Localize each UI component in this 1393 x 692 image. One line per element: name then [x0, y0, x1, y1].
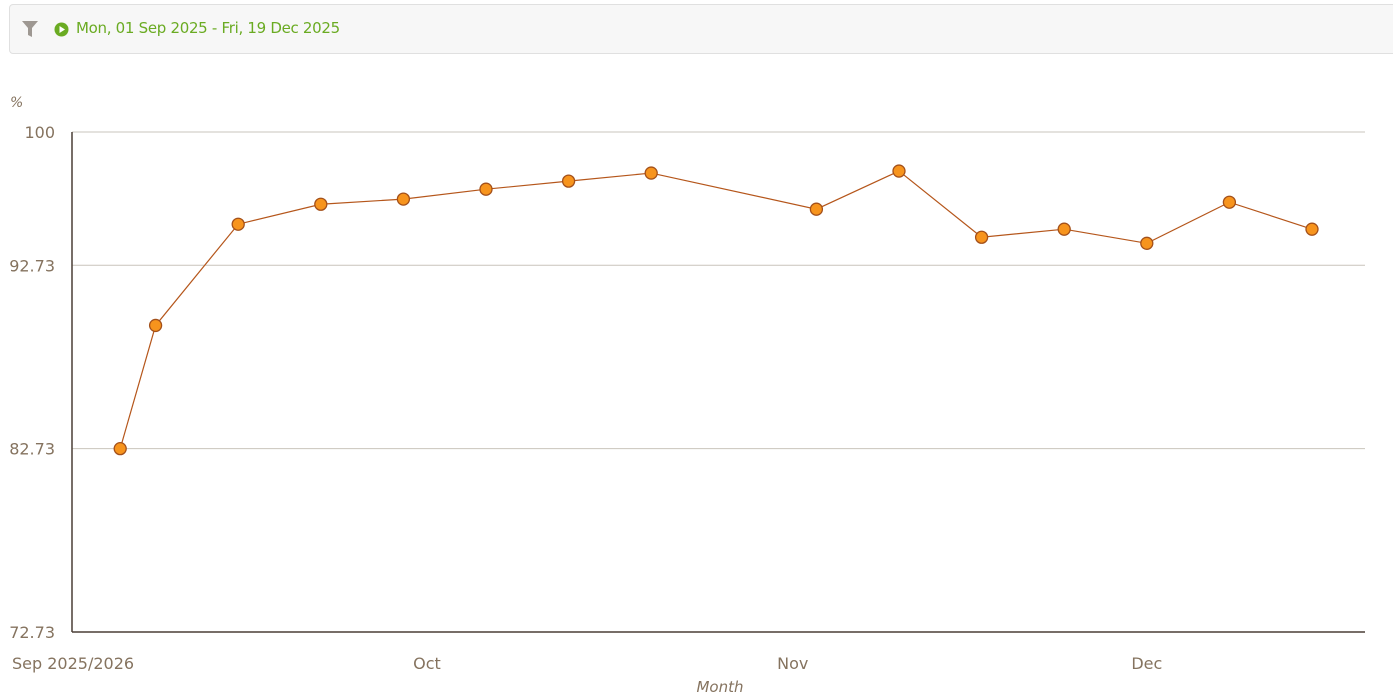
series-line — [119, 170, 1313, 449]
x-tick-label: Nov — [777, 654, 808, 673]
data-point[interactable] — [231, 217, 245, 231]
data-point[interactable] — [644, 166, 658, 180]
data-point[interactable] — [113, 441, 127, 456]
data-point[interactable] — [892, 164, 906, 178]
data-point[interactable] — [1057, 222, 1071, 236]
x-tick-label: Dec — [1131, 654, 1162, 673]
data-point[interactable] — [479, 182, 493, 196]
data-point[interactable] — [1140, 236, 1154, 250]
date-range-label[interactable]: Mon, 01 Sep 2025 - Fri, 19 Dec 2025 — [76, 19, 340, 37]
x-axis-label: Month — [696, 678, 743, 692]
play-circle-icon[interactable] — [54, 22, 69, 37]
data-point[interactable] — [809, 202, 824, 216]
x-tick-label: Oct — [413, 654, 441, 673]
data-point[interactable] — [148, 318, 163, 333]
data-point[interactable] — [314, 197, 328, 211]
data-point[interactable] — [561, 174, 576, 188]
y-tick-label: 92.73 — [9, 256, 55, 275]
x-tick-label: Sep 2025/2026 — [12, 654, 134, 673]
filter-bar: Mon, 01 Sep 2025 - Fri, 19 Dec 2025 — [9, 4, 1393, 54]
y-tick-label: 72.73 — [9, 623, 55, 642]
filter-icon[interactable] — [21, 20, 39, 38]
data-point[interactable] — [396, 192, 411, 206]
y-tick-label: 100 — [24, 123, 55, 142]
y-tick-label: 82.73 — [9, 440, 55, 459]
data-point[interactable] — [1305, 222, 1319, 236]
data-point[interactable] — [974, 230, 989, 244]
data-point[interactable] — [1222, 195, 1237, 209]
y-axis-label: % — [10, 95, 23, 111]
